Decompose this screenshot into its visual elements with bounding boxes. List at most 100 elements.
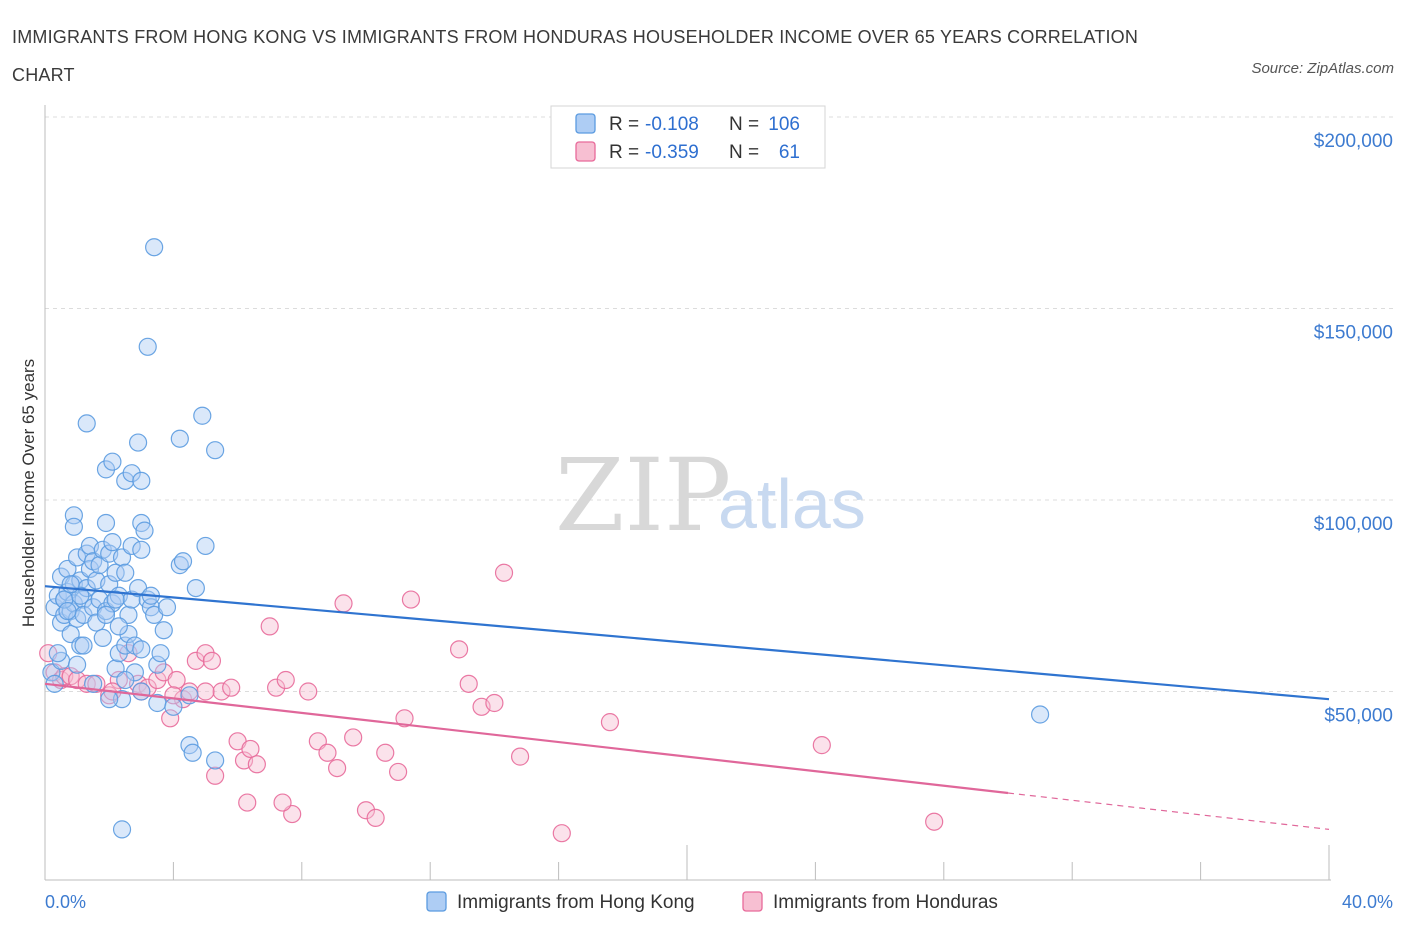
point-hong-kong-95 [132, 640, 151, 659]
point-hong-kong-45 [119, 624, 138, 644]
legend-frame [550, 105, 826, 169]
point-honduras-45 [459, 674, 478, 693]
point-hong-kong-60 [154, 621, 173, 640]
point-honduras-44 [449, 640, 469, 659]
watermark-zip: ZIP [555, 437, 731, 554]
legend-n-label-2: N = [729, 142, 759, 163]
series-hong-kong-points [42, 238, 1050, 839]
legend-r-value-2: -0.359 [645, 142, 699, 163]
point-hong-kong-86 [122, 464, 141, 483]
point-hong-kong-90 [145, 238, 164, 257]
point-honduras-23 [222, 678, 241, 697]
trend-lines [44, 585, 1330, 830]
source-label: Source: ZipAtlas.com [1251, 60, 1394, 77]
y-tick-labels: $50,000 $100,000 $150,000 $200,000 [1314, 131, 1393, 727]
point-hong-kong-58 [148, 655, 167, 674]
point-honduras-56 [273, 793, 292, 812]
point-hong-kong-51 [132, 540, 151, 559]
legend: R = -0.108 N = 106 R = -0.359 N = 61 [550, 105, 826, 169]
point-hong-kong-48 [125, 663, 144, 682]
point-hong-kong-81 [64, 517, 83, 536]
point-hong-kong-103 [58, 601, 77, 621]
point-hong-kong-93 [206, 441, 225, 460]
watermark: ZIP atlas [555, 437, 866, 554]
point-hong-kong-29 [93, 628, 112, 647]
series-honduras-points [39, 563, 944, 843]
point-hong-kong-65 [186, 578, 205, 598]
y-tick-label-3: $200,000 [1314, 131, 1393, 152]
trend-line-hong-kong [44, 585, 1330, 701]
point-hong-kong-74 [132, 682, 151, 701]
x-tick-label-min: 0.0% [45, 892, 86, 912]
legend-r-label-2: R = [609, 142, 639, 163]
legend-swatch-pink [575, 141, 596, 162]
point-honduras-60 [196, 682, 215, 701]
point-honduras-15 [161, 709, 180, 728]
point-honduras-50 [552, 824, 571, 843]
x-tick-label-max: 40.0% [1342, 892, 1393, 912]
legend-swatch-blue [575, 113, 596, 134]
point-honduras-47 [485, 693, 504, 713]
legend-n-label-1: N = [729, 114, 759, 135]
point-hong-kong-92 [193, 406, 212, 425]
point-hong-kong-46 [122, 536, 141, 556]
point-honduras-55 [238, 793, 257, 812]
point-honduras-54 [206, 766, 225, 785]
point-hong-kong-100 [109, 617, 128, 636]
gridlines [45, 116, 1394, 692]
point-hong-kong-42 [116, 563, 135, 582]
point-honduras-38 [356, 801, 376, 820]
point-hong-kong-105 [61, 575, 80, 594]
point-honduras-37 [344, 728, 363, 747]
point-honduras-29 [267, 678, 286, 697]
point-hong-kong-84 [103, 452, 122, 471]
point-hong-kong-41 [112, 690, 132, 709]
chart-title: IMMIGRANTS FROM HONG KONG VS IMMIGRANTS … [12, 27, 1139, 85]
point-hong-kong-66 [196, 536, 215, 556]
trend-line-honduras-extension [1007, 792, 1330, 830]
point-honduras-41 [389, 762, 408, 782]
bottom-legend-label-hong-kong: Immigrants from Hong Kong [457, 892, 695, 913]
legend-n-value-2: 61 [779, 142, 800, 163]
point-honduras-26 [241, 739, 260, 759]
legend-r-value-1: -0.108 [645, 114, 699, 135]
point-hong-kong-72 [100, 690, 119, 709]
point-honduras-51 [600, 713, 620, 732]
point-hong-kong-79 [206, 751, 225, 770]
point-honduras-19 [186, 651, 205, 670]
point-hong-kong-88 [128, 433, 148, 452]
point-hong-kong-99 [96, 605, 116, 625]
point-honduras-32 [299, 682, 318, 701]
point-honduras-53 [925, 812, 944, 831]
point-hong-kong-82 [77, 414, 96, 433]
point-honduras-22 [212, 682, 231, 701]
point-hong-kong-31 [96, 513, 116, 533]
point-honduras-49 [510, 747, 530, 766]
point-honduras-21 [202, 651, 222, 670]
point-hong-kong-97 [48, 644, 67, 663]
axes [44, 105, 1331, 881]
x-tick-labels: 0.0% 40.0% [45, 892, 1393, 912]
point-hong-kong-78 [183, 743, 202, 762]
bottom-legend-swatch-pink [742, 891, 763, 912]
watermark-atlas: atlas [718, 465, 866, 543]
point-honduras-35 [328, 758, 347, 778]
point-hong-kong-70 [67, 655, 87, 674]
point-hong-kong-94 [112, 820, 132, 839]
point-hong-kong-34 [103, 533, 122, 552]
point-honduras-43 [401, 590, 421, 609]
point-honduras-9 [109, 670, 128, 690]
y-tick-label-1: $100,000 [1314, 514, 1393, 535]
legend-n-value-1: 106 [768, 114, 800, 135]
point-honduras-30 [276, 670, 295, 690]
point-honduras-36 [334, 594, 353, 613]
point-hong-kong-63 [173, 552, 193, 571]
point-hong-kong-91 [170, 429, 189, 448]
point-hong-kong-47 [122, 590, 141, 609]
point-hong-kong-53 [135, 521, 154, 540]
y-tick-label-2: $150,000 [1314, 323, 1393, 344]
point-honduras-28 [260, 617, 279, 636]
point-hong-kong-76 [164, 697, 183, 716]
bottom-legend-swatch-blue [426, 891, 447, 912]
point-hong-kong-101 [106, 590, 125, 609]
